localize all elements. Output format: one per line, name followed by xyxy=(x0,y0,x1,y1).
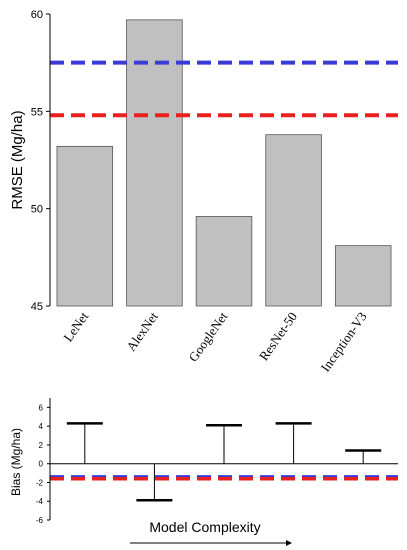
rmse-y-ticks: 45 50 55 60 xyxy=(31,9,50,313)
bias-y-tick-label-6: 6 xyxy=(39,403,44,412)
rmse-y-axis-label: RMSE (Mg/ha) xyxy=(9,110,26,209)
bias-y-tick-label-4: 4 xyxy=(39,422,44,431)
bar-resnet-50 xyxy=(265,134,322,307)
bar-inception-v3 xyxy=(334,245,392,307)
rmse-reference-lines xyxy=(50,60,398,118)
category-label-resnet-50: ResNet-50 xyxy=(256,309,300,363)
rmse-y-tick-label-55: 55 xyxy=(31,106,43,118)
bias-reference-lines xyxy=(50,475,398,481)
complexity-arrow-head xyxy=(286,540,292,546)
bias-y-axis-label: Bias (Mg/ha) xyxy=(9,428,23,496)
bar-googlenet xyxy=(195,216,253,307)
rmse-y-tick-label-60: 60 xyxy=(31,9,43,21)
bar-lenet xyxy=(56,145,114,307)
bar-alexnet xyxy=(126,19,183,307)
bias-chart: -6 -4 -2 0 2 4 6 Bias (Mg/ha) Model Complexity xyxy=(9,398,398,546)
bias-x-axis-label: Model Complexity xyxy=(149,519,260,535)
rmse-y-tick-label-50: 50 xyxy=(31,204,43,216)
rmse-y-tick-label-45: 45 xyxy=(31,301,43,313)
bias-y-tick-label-2: 2 xyxy=(39,441,44,450)
bias-y-tick-label--4: -4 xyxy=(36,497,44,506)
bias-markers xyxy=(66,422,382,502)
category-label-inception-v3: Inception-V3 xyxy=(318,309,370,374)
bias-y-ticks: -6 -4 -2 0 2 4 6 xyxy=(36,403,50,525)
bias-y-tick-label-0: 0 xyxy=(39,460,44,469)
category-label-lenet: LeNet xyxy=(60,309,91,345)
bias-y-tick-label--2: -2 xyxy=(36,478,44,487)
category-label-alexnet: AlexNet xyxy=(123,309,161,354)
rmse-bars xyxy=(56,19,392,307)
bias-y-tick-label--6: -6 xyxy=(36,516,44,525)
rmse-category-labels: LeNet AlexNet GoogleNet ResNet-50 Inception-… xyxy=(60,309,369,375)
rmse-chart: 45 50 55 60 LeNet AlexNet GoogleNet ResNet-50 I… xyxy=(9,9,398,374)
category-label-googlenet: GoogleNet xyxy=(185,309,230,365)
